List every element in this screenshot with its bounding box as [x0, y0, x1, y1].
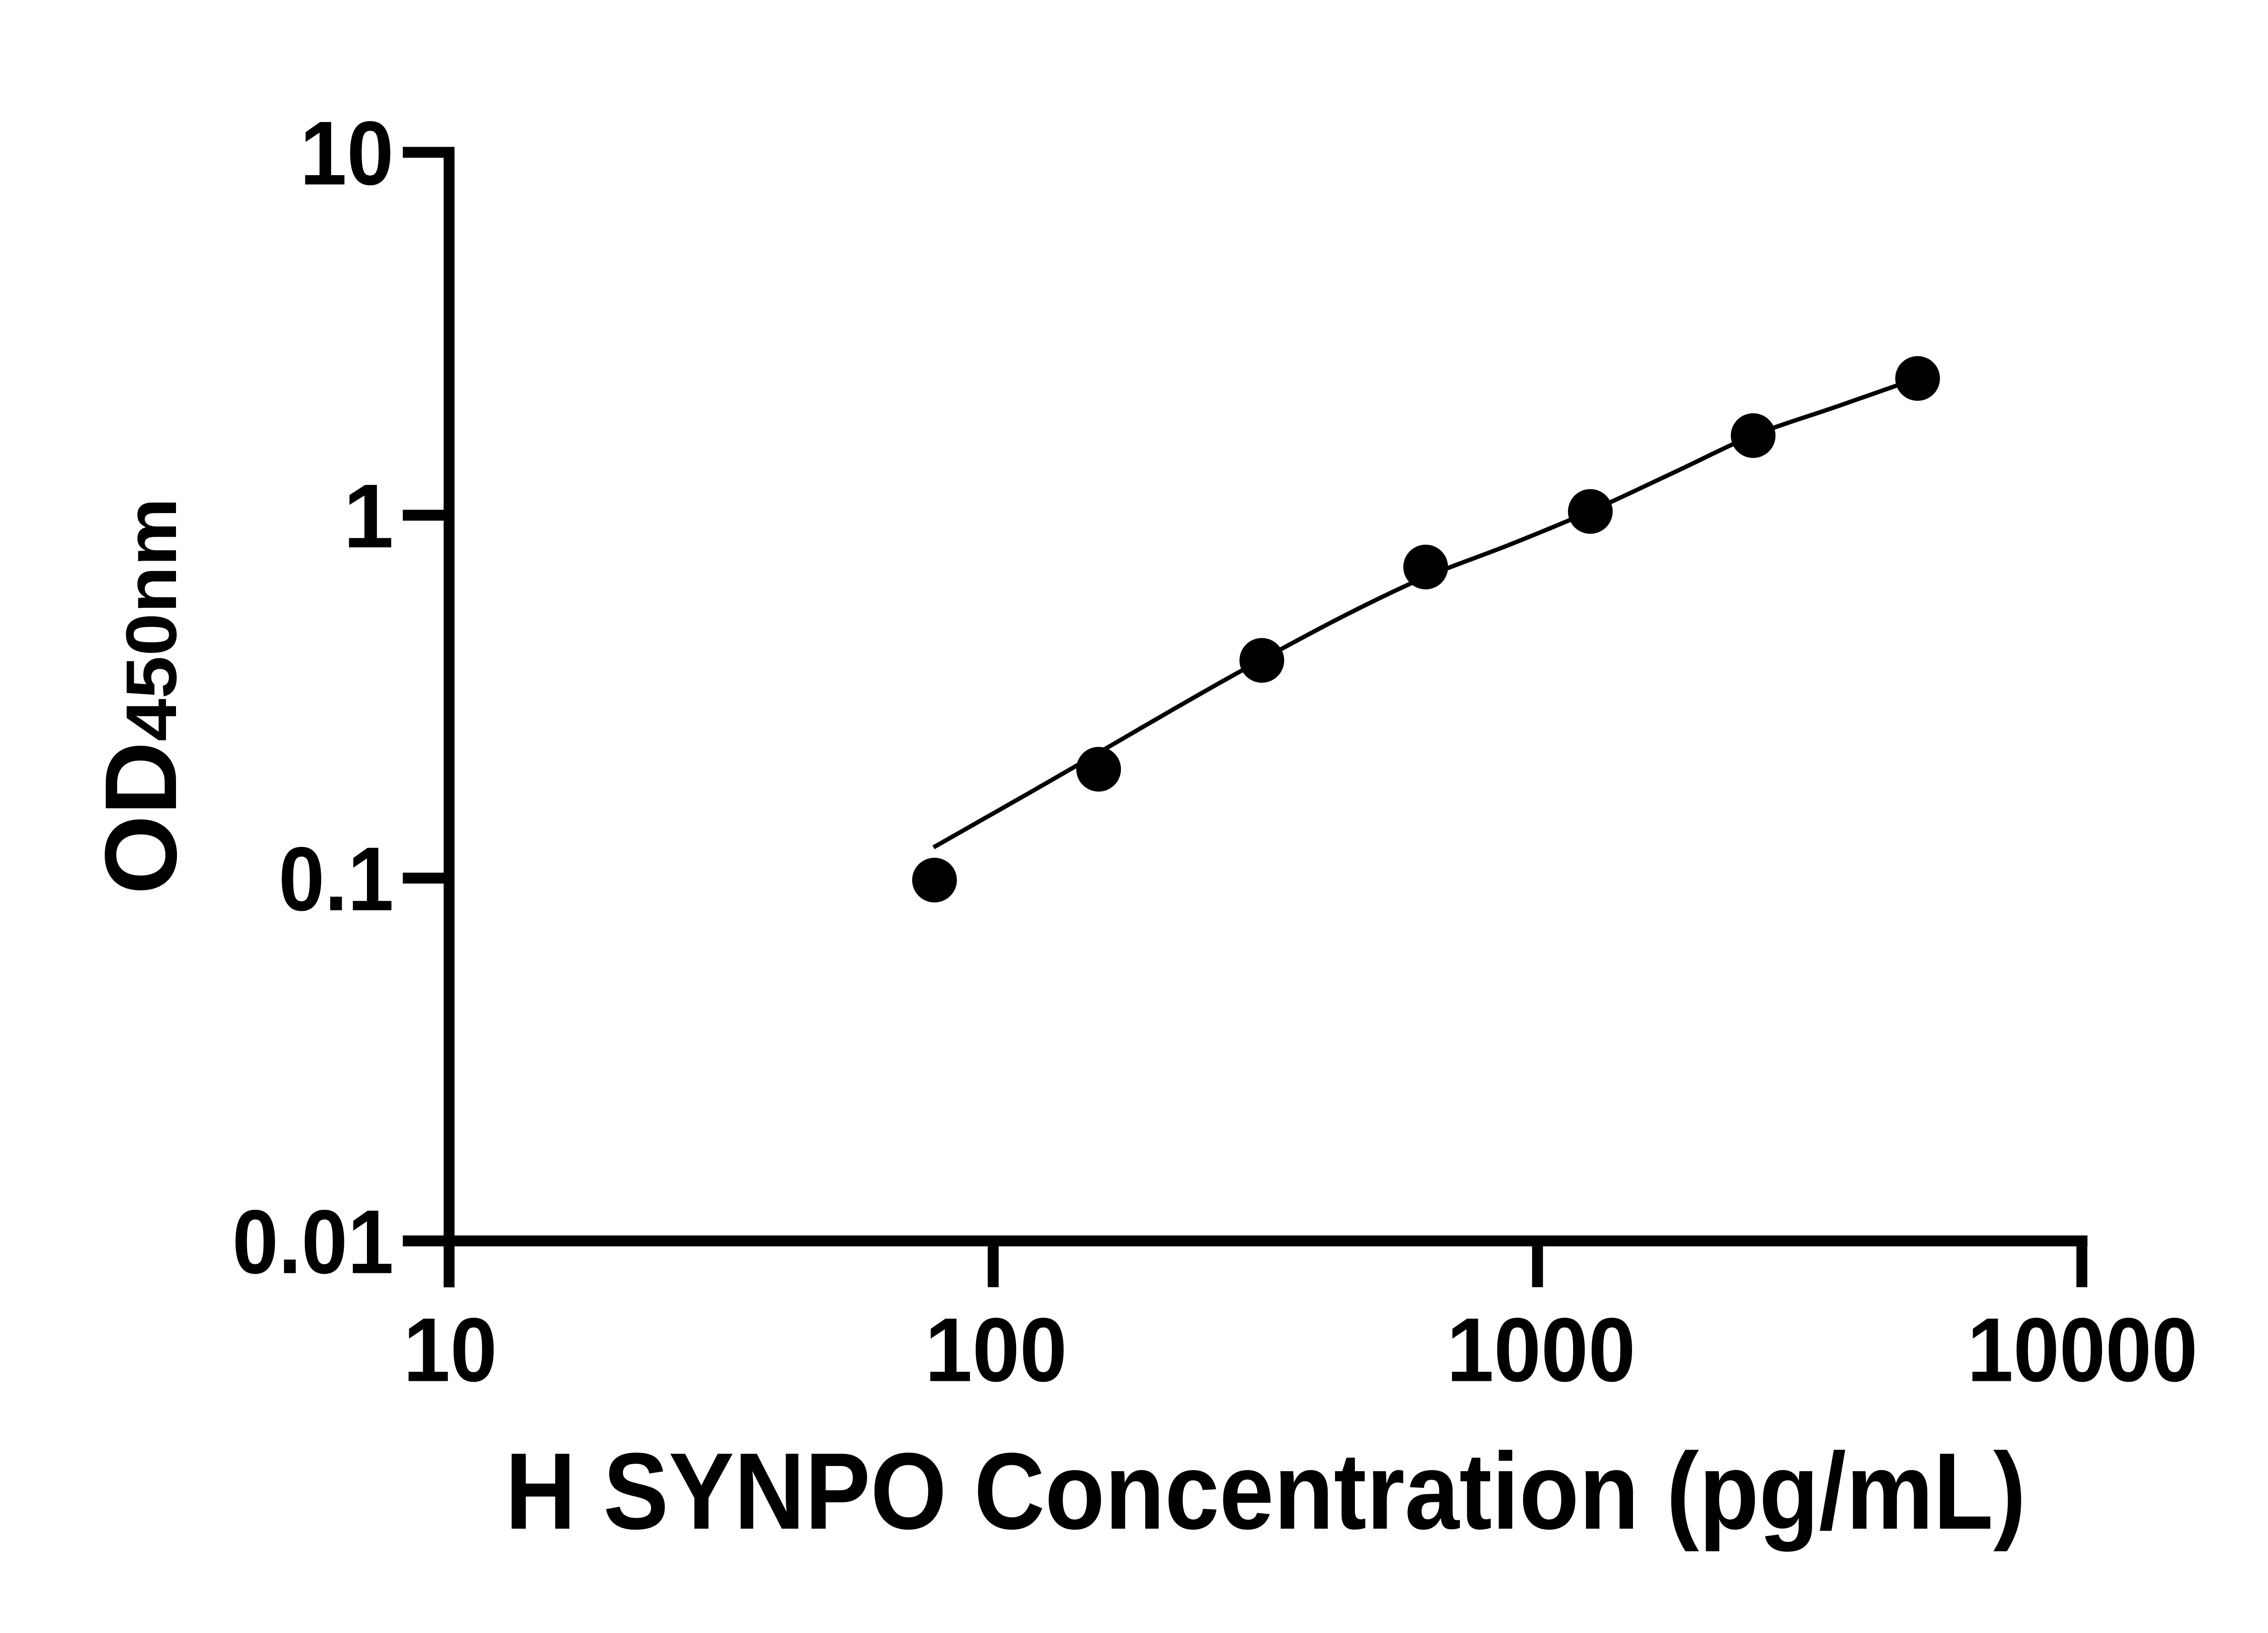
svg-text:1: 1 [343, 466, 394, 567]
svg-text:10000: 10000 [1967, 1300, 2198, 1401]
svg-text:10: 10 [300, 103, 394, 204]
svg-text:0.1: 0.1 [279, 829, 394, 930]
svg-text:H SYNPO Concentration (pg/mL): H SYNPO Concentration (pg/mL) [505, 1430, 2026, 1552]
svg-text:0.01: 0.01 [232, 1192, 394, 1293]
svg-text:1000: 1000 [1447, 1300, 1635, 1401]
svg-text:100: 100 [925, 1300, 1067, 1401]
svg-text:10: 10 [403, 1300, 497, 1401]
svg-text:450nm: 450nm [112, 498, 191, 742]
svg-text:OD: OD [83, 742, 198, 895]
